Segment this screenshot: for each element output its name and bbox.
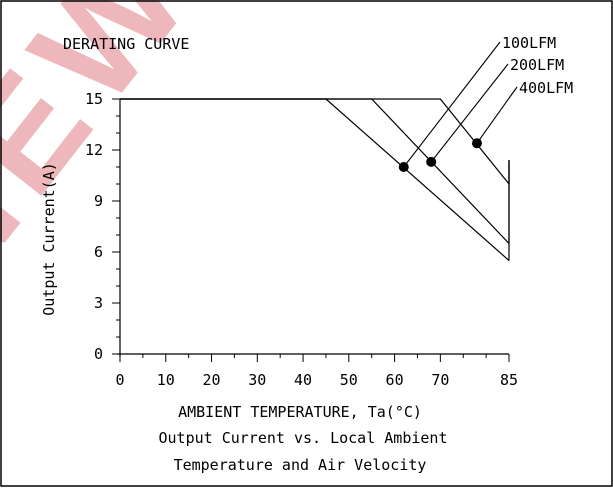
leader-line-200LFM bbox=[430, 63, 509, 163]
series-line-200LFM bbox=[120, 98, 510, 244]
y-axis-label: Output Current(A) bbox=[40, 162, 58, 316]
y-tick-label: 0 bbox=[94, 345, 103, 363]
series-marker-200LFM bbox=[426, 156, 437, 167]
x-tick-label: 10 bbox=[157, 371, 175, 389]
x-tick-label: 30 bbox=[248, 371, 266, 389]
series-marker-400LFM bbox=[471, 138, 482, 149]
x-tick-label: 0 bbox=[115, 371, 124, 389]
series-label-400LFM: 400LFM bbox=[519, 79, 573, 97]
y-tick-label: 3 bbox=[94, 294, 103, 312]
x-tick-label: 40 bbox=[294, 371, 312, 389]
x-tick-label: 70 bbox=[431, 371, 449, 389]
series-marker-100LFM bbox=[398, 162, 409, 172]
x-tick-label: 60 bbox=[386, 371, 404, 389]
caption-line-1: Output Current vs. Local Ambient bbox=[159, 429, 448, 447]
leader-line-100LFM bbox=[403, 41, 501, 168]
series-label-200LFM: 200LFM bbox=[510, 56, 564, 74]
y-tick-label: 15 bbox=[85, 90, 103, 108]
x-axis-label: AMBIENT TEMPERATURE, Ta(°C) bbox=[178, 403, 422, 421]
series-line-100LFM bbox=[120, 98, 510, 261]
chart-title: DERATING CURVE bbox=[63, 35, 189, 53]
x-tick-label: 20 bbox=[202, 371, 220, 389]
series-label-100LFM: 100LFM bbox=[502, 34, 556, 52]
y-tick-label: 12 bbox=[85, 141, 103, 159]
leader-line-400LFM bbox=[476, 86, 518, 144]
x-tick-label: 50 bbox=[340, 371, 358, 389]
x-tick-label: 85 bbox=[500, 371, 518, 389]
caption-line-2: Temperature and Air Velocity bbox=[174, 456, 427, 474]
plot-area: 0 3 6 9 12 15 0 10 20 30 40 50 60 70 85 100LFM 200LFM 400… bbox=[85, 34, 573, 389]
y-tick-label: 6 bbox=[94, 243, 103, 261]
y-tick-label: 9 bbox=[94, 192, 103, 210]
series-line-400LFM bbox=[120, 98, 510, 185]
